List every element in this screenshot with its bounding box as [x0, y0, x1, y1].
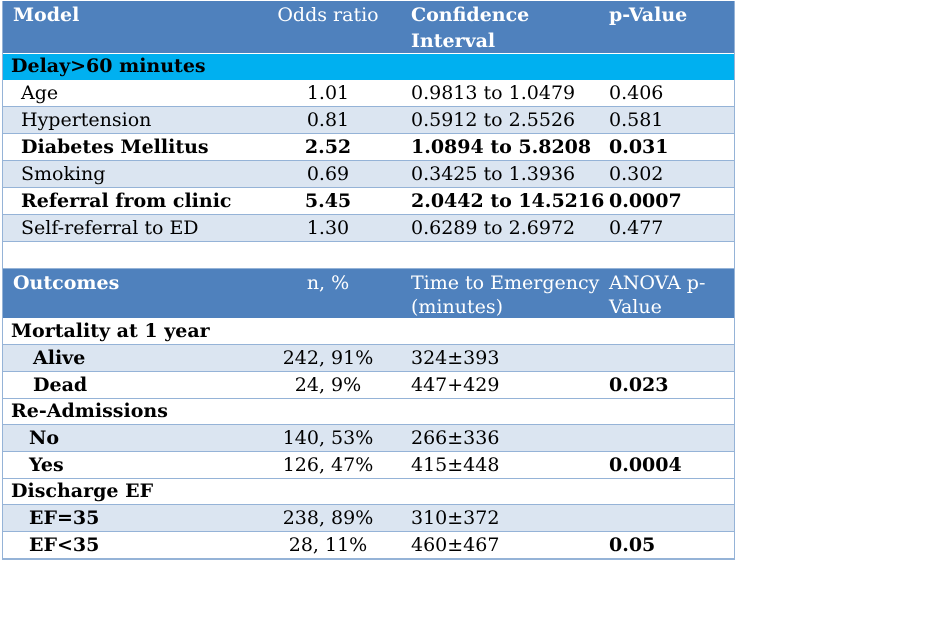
row-odds-ratio: 5.45 — [304, 190, 352, 212]
row-odds-ratio: 2.52 — [304, 136, 352, 158]
header-time-to-emergency: Time to Emergency (minutes) — [411, 272, 600, 318]
row-confidence-interval: 1.0894 to 5.8208 — [411, 136, 592, 158]
row-time: 310±372 — [411, 507, 500, 529]
regression-rows: Age 1.01 0.9813 to 1.0479 0.406 Hypertension… — [3, 80, 734, 242]
row-label: Alive — [33, 347, 86, 369]
row-p-value: 0.581 — [609, 109, 664, 131]
header-row-outcomes: Outcomes n, % Time to Emergency (minutes… — [3, 269, 734, 319]
section-row: Discharge EF — [3, 479, 734, 505]
row-confidence-interval: 0.3425 to 1.3936 — [411, 163, 576, 185]
row-label: No — [29, 427, 60, 449]
section-title: Discharge EF — [11, 480, 154, 502]
row-p-value: 0.031 — [609, 136, 669, 158]
row-time: 447+429 — [411, 374, 500, 396]
table-row: Age 1.01 0.9813 to 1.0479 0.406 — [3, 80, 734, 107]
table-row: Dead 24, 9% 447+429 0.023 — [3, 372, 734, 399]
row-time: 266±336 — [411, 427, 500, 449]
row-confidence-interval: 2.0442 to 14.5216 — [411, 190, 605, 212]
row-anova-p — [609, 345, 734, 371]
row-n-percent: 238, 89% — [282, 507, 374, 529]
row-n-percent: 24, 9% — [294, 374, 362, 396]
row-p-value: 0.302 — [609, 163, 664, 185]
table-row: Referral from clinic 5.45 2.0442 to 14.521… — [3, 188, 734, 215]
row-label: EF=35 — [29, 507, 100, 529]
table-row: Diabetes Mellitus 2.52 1.0894 to 5.8208 0.0… — [3, 134, 734, 161]
results-table: Model Odds ratio Confidence Interval p-V… — [2, 1, 735, 560]
table-row: Hypertension 0.81 0.5912 to 2.5526 0.581 — [3, 107, 734, 134]
header-outcomes: Outcomes — [13, 272, 120, 294]
row-anova-p: 0.05 — [609, 534, 656, 556]
row-odds-ratio: 1.01 — [306, 82, 350, 104]
row-p-value: 0.406 — [609, 82, 664, 104]
table-row: No 140, 53% 266±336 — [3, 425, 734, 452]
row-time: 324±393 — [411, 347, 500, 369]
section-delay: Delay>60 minutes — [3, 54, 734, 80]
row-label: Dead — [33, 374, 88, 396]
table-row: Alive 242, 91% 324±393 — [3, 345, 734, 372]
section-delay-label: Delay>60 minutes — [11, 55, 206, 77]
row-odds-ratio: 0.69 — [306, 163, 350, 185]
row-n-percent: 126, 47% — [282, 454, 374, 476]
table-row: Yes 126, 47% 415±448 0.0004 — [3, 452, 734, 479]
row-anova-p — [609, 425, 734, 451]
row-label: Smoking — [21, 163, 106, 185]
row-n-percent: 242, 91% — [282, 347, 374, 369]
row-confidence-interval: 0.9813 to 1.0479 — [411, 82, 576, 104]
row-odds-ratio: 0.81 — [306, 109, 350, 131]
spacer-row — [3, 242, 734, 269]
row-label: Referral from clinic — [21, 190, 232, 212]
row-confidence-interval: 0.5912 to 2.5526 — [411, 109, 576, 131]
header-model: Model — [13, 4, 80, 26]
row-anova-p: 0.0004 — [609, 454, 682, 476]
header-odds-ratio: Odds ratio — [277, 4, 379, 26]
header-p-value: p-Value — [609, 4, 688, 26]
section-row: Mortality at 1 year — [3, 319, 734, 345]
row-label: EF<35 — [29, 534, 100, 556]
table-row: Self-referral to ED 1.30 0.6289 to 2.6972 0… — [3, 215, 734, 242]
table-row: EF=35 238, 89% 310±372 — [3, 505, 734, 532]
header-row-regression: Model Odds ratio Confidence Interval p-V… — [3, 1, 734, 54]
row-p-value: 0.0007 — [609, 190, 682, 212]
outcome-groups: Mortality at 1 year Alive 242, 91% 324±393 D… — [3, 319, 734, 559]
header-n-percent: n, % — [306, 272, 350, 294]
row-time: 460±467 — [411, 534, 500, 556]
row-label: Age — [21, 82, 59, 104]
row-confidence-interval: 0.6289 to 2.6972 — [411, 217, 576, 239]
row-odds-ratio: 1.30 — [306, 217, 350, 239]
row-label: Yes — [29, 454, 64, 476]
row-anova-p — [609, 505, 734, 531]
table-row: Smoking 0.69 0.3425 to 1.3936 0.302 — [3, 161, 734, 188]
row-label: Hypertension — [21, 109, 152, 131]
header-confidence-interval: Confidence Interval — [411, 4, 530, 52]
row-n-percent: 28, 11% — [288, 534, 368, 556]
row-label: Diabetes Mellitus — [21, 136, 209, 158]
row-n-percent: 140, 53% — [282, 427, 374, 449]
row-label: Self-referral to ED — [21, 217, 199, 239]
row-anova-p: 0.023 — [609, 374, 669, 396]
header-anova-p-value: ANOVA p-Value — [609, 272, 706, 318]
section-title: Mortality at 1 year — [11, 320, 210, 342]
section-title: Re-Admissions — [11, 400, 168, 422]
section-row: Re-Admissions — [3, 399, 734, 425]
row-time: 415±448 — [411, 454, 500, 476]
table-row: EF<35 28, 11% 460±467 0.05 — [3, 532, 734, 559]
row-p-value: 0.477 — [609, 217, 664, 239]
